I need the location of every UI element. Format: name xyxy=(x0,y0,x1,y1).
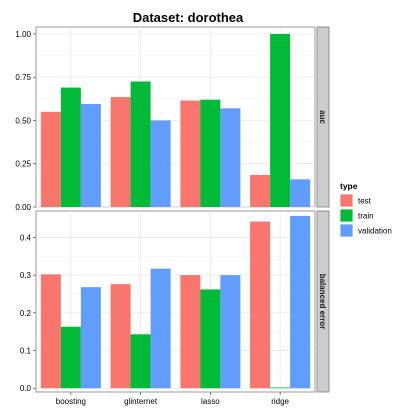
x-tick-label: lasso xyxy=(201,397,220,406)
y-tick-label: 0.4 xyxy=(20,233,32,242)
bar-train-glinternet xyxy=(130,81,151,207)
chart-title: Dataset: dorothea xyxy=(133,10,244,25)
y-tick-label: 0.50 xyxy=(15,116,31,125)
legend-label-train: train xyxy=(358,212,374,221)
bar-train-boosting xyxy=(60,326,81,389)
facets-layer: 0.00 0.25 0.50 0.75 1.00 auc 0.0 0.1 0.2 0.3 0.4 ba… xyxy=(15,26,330,393)
legend-swatch-train xyxy=(339,208,354,223)
legend-swatch-test xyxy=(339,193,354,208)
bar-train-glinternet xyxy=(130,334,151,389)
bar-validation-boosting xyxy=(80,104,101,207)
bar-validation-ridge xyxy=(290,215,311,389)
y-tick-label: 0.3 xyxy=(20,271,32,280)
facet-strip xyxy=(316,210,330,393)
legend-title: type xyxy=(340,181,358,191)
bar-test-boosting xyxy=(40,111,61,207)
bar-test-lasso xyxy=(180,275,201,389)
y-tick-label: 0.00 xyxy=(15,203,31,212)
x-tick-label: glinternet xyxy=(124,397,158,406)
bar-validation-glinternet xyxy=(150,268,171,389)
bar-train-ridge xyxy=(270,33,291,207)
y-tick-label: 0.25 xyxy=(15,160,31,169)
y-tick-label: 0.2 xyxy=(20,309,32,318)
legend-label-test: test xyxy=(358,197,372,206)
legend-label-validation: validation xyxy=(358,227,392,236)
bar-test-glinternet xyxy=(110,284,131,389)
y-tick-label: 0.75 xyxy=(15,73,31,82)
x-tick-label: ridge xyxy=(271,397,289,406)
facet-strip-label: auc xyxy=(318,110,327,124)
bar-train-lasso xyxy=(200,289,221,389)
bar-validation-lasso xyxy=(220,275,241,389)
facet-strip xyxy=(316,26,330,208)
y-tick-label: 0.1 xyxy=(20,347,32,356)
bar-test-ridge xyxy=(250,221,271,389)
bar-validation-glinternet xyxy=(150,120,171,207)
bar-train-lasso xyxy=(200,99,221,207)
bar-validation-boosting xyxy=(80,287,101,389)
legend: type test train validation xyxy=(339,181,392,238)
x-axis: boosting glinternet lasso ridge xyxy=(56,392,290,406)
facet-panel-1: 0.0 0.1 0.2 0.3 0.4 balanced error xyxy=(20,210,330,393)
bar-train-boosting xyxy=(60,87,81,207)
y-tick-label: 1.00 xyxy=(15,30,31,39)
bar-train-ridge xyxy=(270,387,291,389)
bar-test-boosting xyxy=(40,274,61,389)
facet-strip-label: balanced error xyxy=(318,274,327,330)
facet-panel-0: 0.00 0.25 0.50 0.75 1.00 auc xyxy=(15,26,330,212)
bar-test-ridge xyxy=(250,174,271,207)
legend-swatch-validation xyxy=(339,223,354,238)
bar-validation-ridge xyxy=(290,179,311,207)
y-tick-label: 0.0 xyxy=(20,384,32,393)
bar-test-lasso xyxy=(180,100,201,207)
x-tick-label: boosting xyxy=(56,397,86,406)
bar-validation-lasso xyxy=(220,108,241,207)
bar-test-glinternet xyxy=(110,97,131,207)
